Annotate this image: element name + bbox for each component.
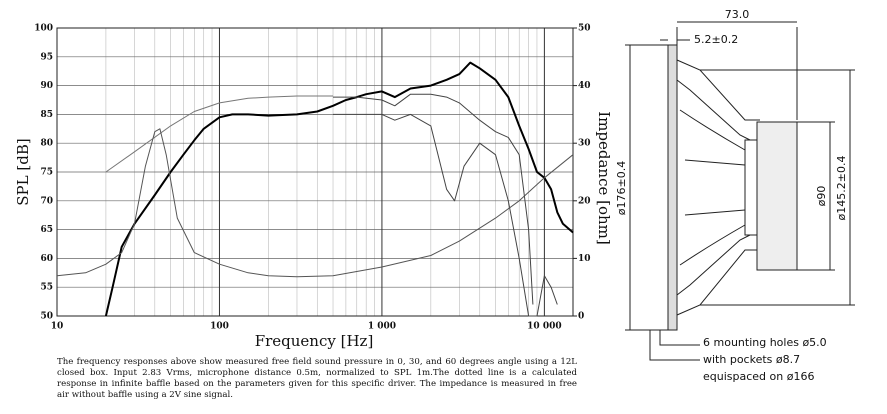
y2-tick-label: 10	[578, 254, 591, 264]
y2-tick-label: 50	[578, 24, 591, 34]
series-line	[105, 95, 333, 173]
note-line: equispaced on ø166	[703, 370, 814, 383]
cutout-label: ø145.2±0.4	[835, 156, 848, 221]
cutout-dim	[700, 69, 855, 306]
basket	[676, 59, 760, 316]
series-line	[333, 93, 534, 305]
y2-tick-label: 20	[578, 196, 591, 206]
magnet-label: ø90	[815, 186, 828, 207]
magnet-dim	[797, 121, 835, 271]
x-tick-label: 10	[51, 322, 64, 332]
y-tick-label: 100	[34, 24, 53, 34]
y2-tick-label: 40	[578, 81, 591, 91]
spokes	[679, 109, 746, 266]
y-tick-label: 65	[40, 225, 53, 235]
y-tick-label: 95	[40, 52, 53, 62]
flange-label: 5.2±0.2	[694, 33, 738, 46]
magnet	[756, 121, 798, 271]
driver-drawing	[625, 21, 855, 361]
cone	[676, 79, 751, 296]
caption: The frequency responses above show measu…	[57, 357, 577, 400]
y-axis-title: SPL [dB]	[14, 138, 32, 205]
y-tick-label: 60	[40, 254, 53, 264]
y2-axis-title: Impedance [ohm]	[595, 111, 613, 245]
y2-tick-label: 30	[578, 139, 591, 149]
x-tick-label: 100	[210, 322, 229, 332]
y-tick-label: 75	[40, 168, 53, 178]
series-line	[104, 61, 574, 317]
series-line	[56, 128, 574, 278]
x-tick-label: 1 000	[368, 322, 396, 332]
y-tick-label: 85	[40, 110, 53, 120]
plot-frame	[56, 27, 574, 317]
y-tick-label: 80	[40, 139, 53, 149]
depth-label: 73.0	[725, 8, 750, 21]
y-tick-label: 50	[40, 312, 53, 322]
y-tick-label: 70	[40, 196, 53, 206]
note-leader	[649, 330, 700, 361]
y-tick-label: 90	[40, 81, 53, 91]
note-line: with pockets ø8.7	[703, 353, 800, 366]
y-tick-label: 55	[40, 283, 53, 293]
outer-label: ø176±0.4	[615, 161, 628, 215]
plate	[744, 139, 758, 236]
y2-tick-label: 0	[578, 312, 584, 322]
series-line	[333, 113, 558, 317]
x-tick-label: 10 000	[527, 322, 561, 332]
outer-dim	[625, 44, 668, 331]
depth-dim	[676, 21, 798, 120]
note-line: 6 mounting holes ø5.0	[703, 336, 827, 349]
flange	[667, 44, 678, 331]
x-axis-title: Frequency [Hz]	[255, 332, 374, 350]
